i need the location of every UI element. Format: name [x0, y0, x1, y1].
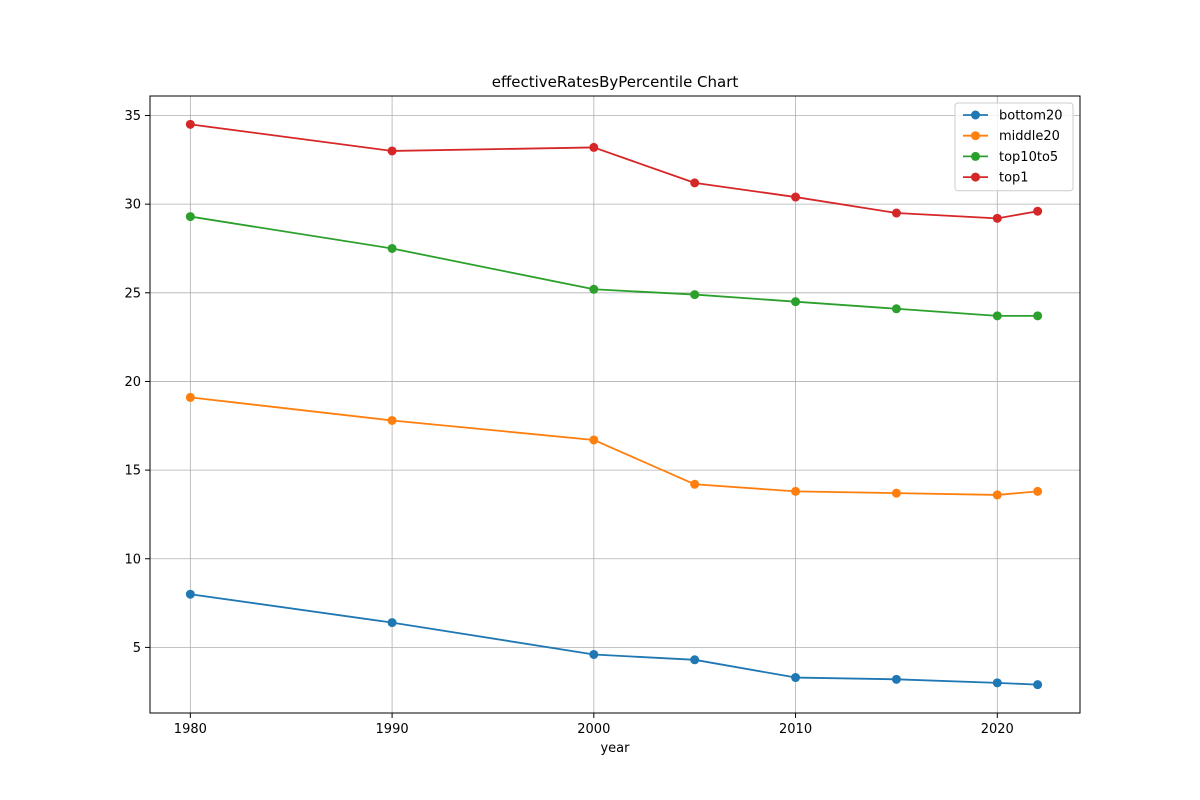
data-point-middle20 [891, 488, 901, 498]
series-top10to5 [185, 212, 1043, 321]
x-axis-ticks: 1980 1990 2000 2010 2020 [174, 713, 1014, 737]
data-point-bottom20 [891, 674, 901, 684]
y-tick-label: 30 [124, 198, 141, 213]
y-tick-label: 20 [124, 375, 141, 390]
legend-label: middle20 [999, 129, 1060, 144]
y-tick-label: 25 [124, 286, 141, 301]
series-line-middle20 [190, 396, 1038, 496]
data-point-top10to5 [791, 297, 801, 307]
data-point-bottom20 [387, 618, 397, 628]
legend-label: top1 [999, 171, 1029, 186]
series-layer [185, 119, 1043, 690]
legend-box [954, 102, 1074, 192]
x-tick-label: 2010 [779, 722, 812, 737]
legend-label: bottom20 [999, 109, 1063, 124]
legend-item-middle20: middle20 [963, 129, 1060, 144]
y-axis-ticks: 5 10 15 20 25 30 35 [124, 109, 150, 656]
data-point-top10to5 [589, 284, 599, 294]
legend-item-top1: top1 [963, 171, 1029, 186]
data-point-top1 [791, 192, 801, 202]
data-point-bottom20 [690, 655, 700, 665]
grid [150, 96, 1080, 713]
x-axis-label: year [600, 741, 630, 756]
data-point-top10to5 [690, 290, 700, 300]
data-point-top1 [690, 178, 700, 188]
axes-frame [149, 95, 1081, 714]
legend-marker-middle20 [971, 131, 980, 141]
y-tick-label: 10 [124, 552, 141, 567]
data-point-top10to5 [992, 311, 1002, 321]
data-point-middle20 [690, 479, 700, 489]
data-point-top1 [185, 119, 195, 129]
data-point-top10to5 [891, 304, 901, 314]
data-point-middle20 [791, 486, 801, 496]
data-point-middle20 [589, 435, 599, 445]
data-point-top10to5 [185, 212, 195, 222]
data-point-bottom20 [992, 678, 1002, 688]
data-point-top1 [387, 146, 397, 156]
series-line-bottom20 [190, 593, 1038, 686]
data-point-top10to5 [1033, 311, 1043, 321]
y-tick-label: 5 [133, 641, 141, 656]
series-top1 [185, 119, 1043, 223]
legend-item-bottom20: bottom20 [963, 109, 1063, 124]
y-tick-label: 15 [124, 464, 141, 479]
legend-marker-top1 [971, 172, 980, 182]
series-line-top10to5 [190, 215, 1038, 317]
series-line-top1 [190, 123, 1038, 220]
legend-label: top10to5 [999, 150, 1058, 165]
data-point-top1 [992, 213, 1002, 223]
legend-item-top10to5: top10to5 [963, 150, 1058, 165]
data-point-top1 [589, 142, 599, 152]
data-point-bottom20 [185, 589, 195, 599]
data-point-top1 [891, 208, 901, 218]
legend: bottom20 middle20 top10to5 top1 [954, 102, 1074, 192]
series-bottom20 [185, 589, 1043, 690]
data-point-middle20 [992, 490, 1002, 500]
data-point-bottom20 [1033, 680, 1043, 690]
x-tick-label: 1990 [376, 722, 409, 737]
data-point-top1 [1033, 206, 1043, 216]
data-point-top10to5 [387, 243, 397, 253]
y-tick-label: 35 [124, 109, 141, 124]
data-point-middle20 [185, 392, 195, 402]
data-point-bottom20 [791, 673, 801, 683]
legend-marker-top10to5 [971, 151, 980, 161]
data-point-middle20 [1033, 486, 1043, 496]
x-tick-label: 2020 [981, 722, 1014, 737]
legend-marker-bottom20 [971, 110, 980, 120]
data-point-middle20 [387, 415, 397, 425]
data-point-bottom20 [589, 649, 599, 659]
series-middle20 [185, 392, 1043, 500]
chart-title: effectiveRatesByPercentile Chart [492, 73, 739, 91]
x-tick-label: 1980 [174, 722, 207, 737]
x-tick-label: 2000 [577, 722, 610, 737]
